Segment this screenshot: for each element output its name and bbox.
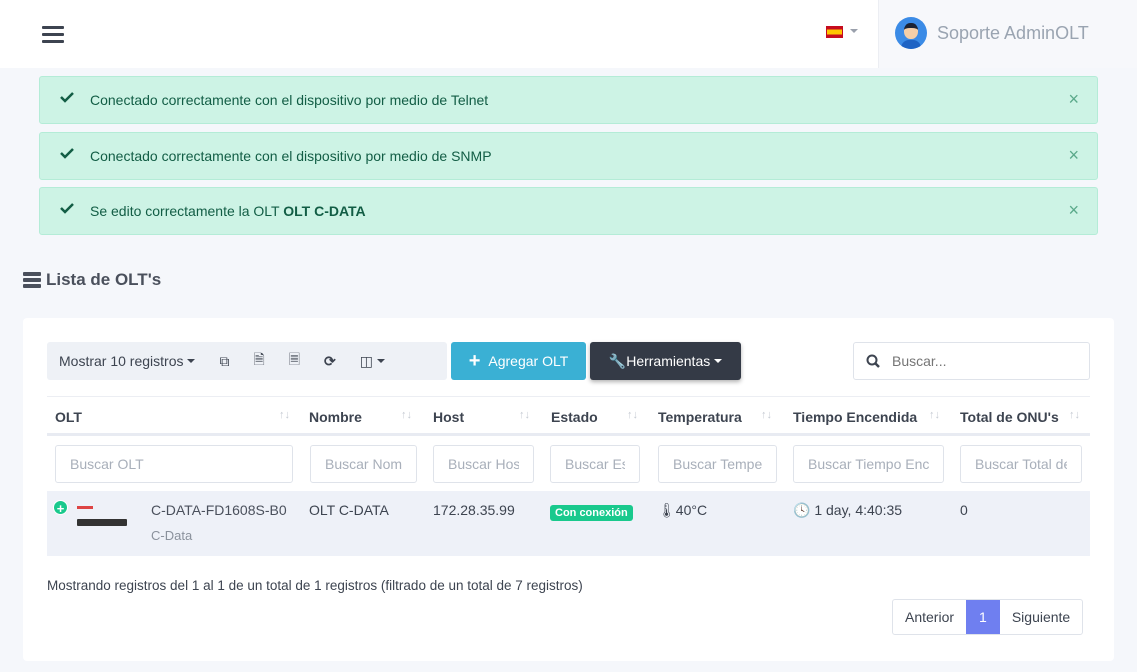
filter-estado[interactable] [550, 445, 640, 483]
close-icon[interactable]: × [1068, 89, 1079, 109]
top-navbar: Soporte AdminOLT [0, 0, 1137, 68]
next-page-button[interactable]: Siguiente [1011, 609, 1071, 625]
alert-telnet: Conectado correctamente con el dispositi… [39, 76, 1098, 124]
check-icon [60, 148, 74, 159]
col-host[interactable]: Host [433, 409, 465, 425]
alert-text: Se edito correctamente la OLT [90, 203, 284, 219]
pagination: Anterior 1 Siguiente [892, 599, 1084, 635]
filter-temperatura[interactable] [658, 445, 777, 483]
table-row[interactable]: + C-DATA-FD1608S-B0 C-Data OLT C-DATA 17… [47, 491, 1090, 556]
uptime-value: 1 day, 4:40:35 [814, 502, 903, 518]
olt-temperature: 🌡40°C [658, 502, 707, 519]
copy-icon[interactable]: ⧉ [219, 352, 230, 369]
user-menu[interactable]: Soporte AdminOLT [878, 0, 1137, 68]
status-badge: Con conexión [550, 503, 633, 521]
col-estado[interactable]: Estado [551, 409, 598, 425]
col-nombre[interactable]: Nombre [309, 409, 362, 425]
col-tiempo[interactable]: Tiempo Encendida [793, 409, 918, 425]
close-icon[interactable]: × [1068, 200, 1079, 220]
page-length-label: Mostrar 10 registros [59, 353, 184, 369]
sort-icon[interactable]: ↑↓ [627, 409, 638, 421]
language-caret-icon[interactable] [850, 29, 858, 33]
alert-snmp: Conectado correctamente con el dispositi… [39, 132, 1098, 180]
sort-icon[interactable]: ↑↓ [401, 409, 412, 421]
olt-host: 172.28.35.99 [433, 502, 515, 518]
sort-icon[interactable]: ↑↓ [519, 409, 530, 421]
check-icon [60, 203, 74, 214]
page-length-button[interactable]: Mostrar 10 registros [47, 342, 207, 380]
add-olt-button[interactable]: + Agregar OLT [451, 342, 586, 380]
excel-icon[interactable]: 🗎 [253, 351, 265, 367]
columns-icon[interactable]: ◫ [348, 342, 397, 380]
search-input[interactable] [892, 353, 1072, 369]
sort-icon[interactable]: ↑↓ [1069, 409, 1080, 421]
table-info: Mostrando registros del 1 al 1 de un tot… [47, 578, 583, 593]
close-icon[interactable]: × [1068, 145, 1079, 165]
tools-button[interactable]: 🔧 Herramientas [590, 342, 741, 380]
clock-icon: 🕓 [793, 502, 811, 518]
user-name: Soporte AdminOLT [937, 23, 1089, 43]
sort-icon[interactable]: ↑↓ [929, 409, 940, 421]
filter-nombre[interactable] [310, 445, 417, 483]
table-button-group: Mostrar 10 registros ⧉ 🗎 🗏 ⟳ ◫ [47, 342, 447, 380]
expand-row-icon[interactable]: + [53, 500, 68, 516]
status-text: Con conexión [550, 505, 633, 521]
alert-message: Conectado correctamente con el dispositi… [90, 148, 492, 164]
csv-icon[interactable]: 🗏 [288, 351, 301, 367]
olt-onu-count: 0 [960, 502, 968, 518]
olt-device-image [77, 506, 129, 536]
thermometer-icon: 🌡 [658, 502, 676, 518]
server-icon [23, 272, 41, 288]
filter-onus[interactable] [960, 445, 1082, 483]
page-title: Lista de OLT's [23, 270, 161, 290]
tools-label: Herramientas [626, 353, 711, 369]
page-1-button[interactable]: 1 [966, 600, 1000, 634]
sort-icon[interactable]: ↑↓ [279, 409, 290, 421]
plus-icon: + [468, 349, 481, 372]
olt-table-card: Mostrar 10 registros ⧉ 🗎 🗏 ⟳ ◫ + Agregar … [23, 318, 1114, 661]
check-icon [60, 92, 74, 103]
filter-olt[interactable] [55, 445, 293, 483]
filter-host[interactable] [433, 445, 534, 483]
olt-name: OLT C-DATA [309, 502, 389, 518]
col-temperatura[interactable]: Temperatura [658, 409, 742, 425]
temperature-value: 40°C [675, 502, 708, 518]
avatar [895, 17, 927, 49]
table-header: OLT ↑↓ Nombre ↑↓ Host ↑↓ Estado ↑↓ Temperatu… [47, 396, 1090, 436]
search-icon [866, 354, 880, 368]
spain-flag-icon[interactable] [826, 26, 843, 38]
olt-model: C-DATA-FD1608S-B0 [151, 502, 287, 518]
olt-brand: C-Data [151, 528, 193, 543]
alert-edit: Se edito correctamente la OLT OLT C-DATA… [39, 187, 1098, 235]
filter-tiempo[interactable] [793, 445, 944, 483]
menu-toggle-icon[interactable] [42, 26, 64, 44]
add-olt-label: Agregar OLT [488, 353, 569, 369]
sort-icon[interactable]: ↑↓ [761, 409, 772, 421]
search-box[interactable] [853, 342, 1090, 380]
prev-page-button[interactable]: Anterior [905, 609, 955, 625]
alert-message: Se edito correctamente la OLT OLT C-DATA [90, 203, 366, 219]
wrench-icon: 🔧 [608, 352, 627, 369]
alert-message: Conectado correctamente con el dispositi… [90, 92, 489, 108]
alert-olt-name: OLT C-DATA [283, 203, 366, 219]
refresh-icon[interactable]: ⟳ [324, 352, 336, 369]
page-title-text: Lista de OLT's [46, 270, 162, 289]
col-olt[interactable]: OLT [55, 409, 82, 425]
olt-uptime: 🕓 1 day, 4:40:35 [793, 502, 902, 519]
col-onus[interactable]: Total de ONU's [960, 409, 1059, 425]
